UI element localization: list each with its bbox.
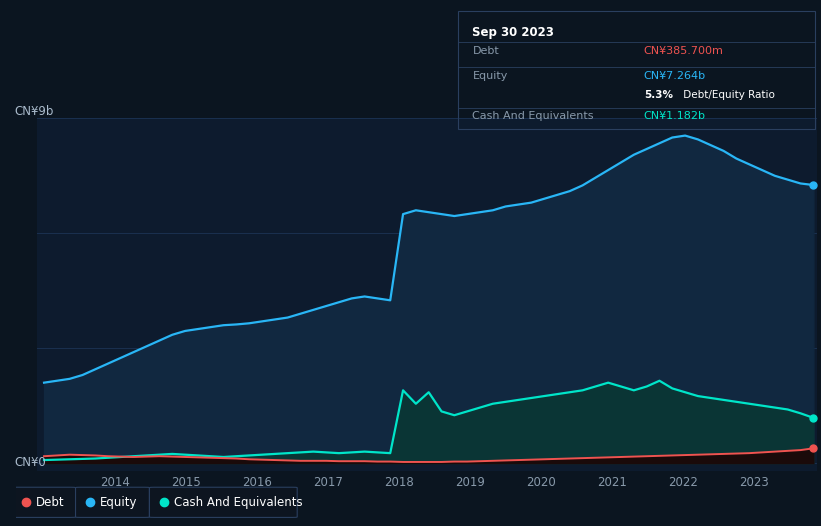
Text: 5.3%: 5.3% <box>644 90 673 100</box>
Text: Debt: Debt <box>36 496 65 509</box>
Text: Debt: Debt <box>472 46 499 56</box>
FancyBboxPatch shape <box>11 487 76 518</box>
FancyBboxPatch shape <box>76 487 149 518</box>
Text: CN¥385.700m: CN¥385.700m <box>644 46 723 56</box>
Text: Equity: Equity <box>472 71 507 81</box>
Text: Sep 30 2023: Sep 30 2023 <box>472 26 554 39</box>
Text: CN¥1.182b: CN¥1.182b <box>644 111 706 121</box>
Text: Debt/Equity Ratio: Debt/Equity Ratio <box>680 90 774 100</box>
Text: CN¥7.264b: CN¥7.264b <box>644 71 706 81</box>
Text: CN¥9b: CN¥9b <box>15 105 54 118</box>
Text: CN¥0: CN¥0 <box>15 456 47 469</box>
FancyBboxPatch shape <box>149 487 297 518</box>
Text: Cash And Equivalents: Cash And Equivalents <box>472 111 594 121</box>
Text: Cash And Equivalents: Cash And Equivalents <box>174 496 303 509</box>
Text: Equity: Equity <box>100 496 138 509</box>
